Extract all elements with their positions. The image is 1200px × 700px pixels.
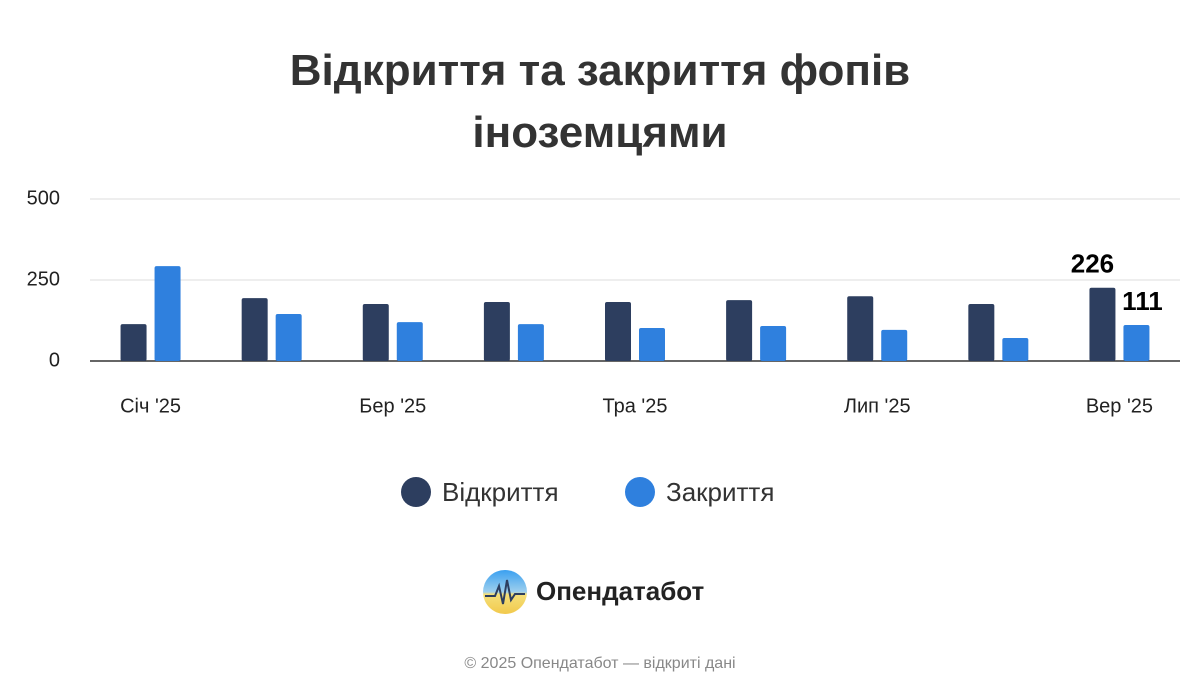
legend-swatch [625,477,655,507]
chart-title: Відкриття та закриття фопів іноземцями [289,46,911,157]
copyright: © 2025 Опендатабот — відкриті дані [464,655,735,672]
bar [275,314,302,361]
bar [362,303,389,361]
bar [120,324,147,361]
y-tick-label: 0 [49,349,60,371]
x-tick-label: Лип '25 [844,395,911,417]
bar [639,327,665,361]
bar [760,326,787,361]
bar [396,322,423,361]
y-tick-label: 500 [27,187,60,209]
bar [241,298,268,361]
bar [1123,325,1150,361]
data-label: 111 [1122,286,1163,316]
bar [154,266,181,361]
bar [483,302,510,361]
bar [1089,287,1116,361]
y-tick-label: 250 [27,268,60,290]
legend-label: Відкриття [442,477,559,507]
x-tick-label: Бер '25 [359,395,426,417]
bar [847,296,874,361]
bar [517,324,544,361]
logo-wave [485,579,525,605]
bar [1002,337,1029,361]
bar [881,329,908,361]
brand: Опендатабот [536,576,705,606]
x-tick-label: Січ '25 [120,395,181,417]
x-tick-label: Вер '25 [1086,395,1153,417]
title-box: Відкриття та закриття фопів іноземцями [289,46,911,157]
data-label: 226 [1071,249,1114,279]
bar [968,303,995,361]
x-tick-label: Тра '25 [603,395,668,417]
bar [726,300,753,361]
legend-label: Закриття [666,477,774,507]
bar [605,302,631,361]
legend-swatch [401,477,431,507]
